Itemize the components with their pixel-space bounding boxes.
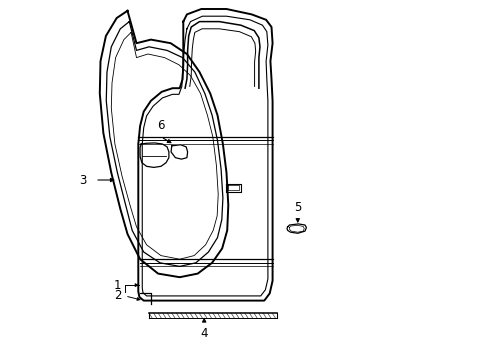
- Text: 6: 6: [157, 120, 164, 132]
- Text: 4: 4: [200, 327, 207, 340]
- Text: 1: 1: [114, 279, 121, 292]
- Text: 5: 5: [293, 201, 301, 214]
- Text: 2: 2: [114, 289, 121, 302]
- Text: 3: 3: [79, 174, 86, 186]
- Polygon shape: [286, 224, 306, 233]
- Polygon shape: [171, 145, 187, 159]
